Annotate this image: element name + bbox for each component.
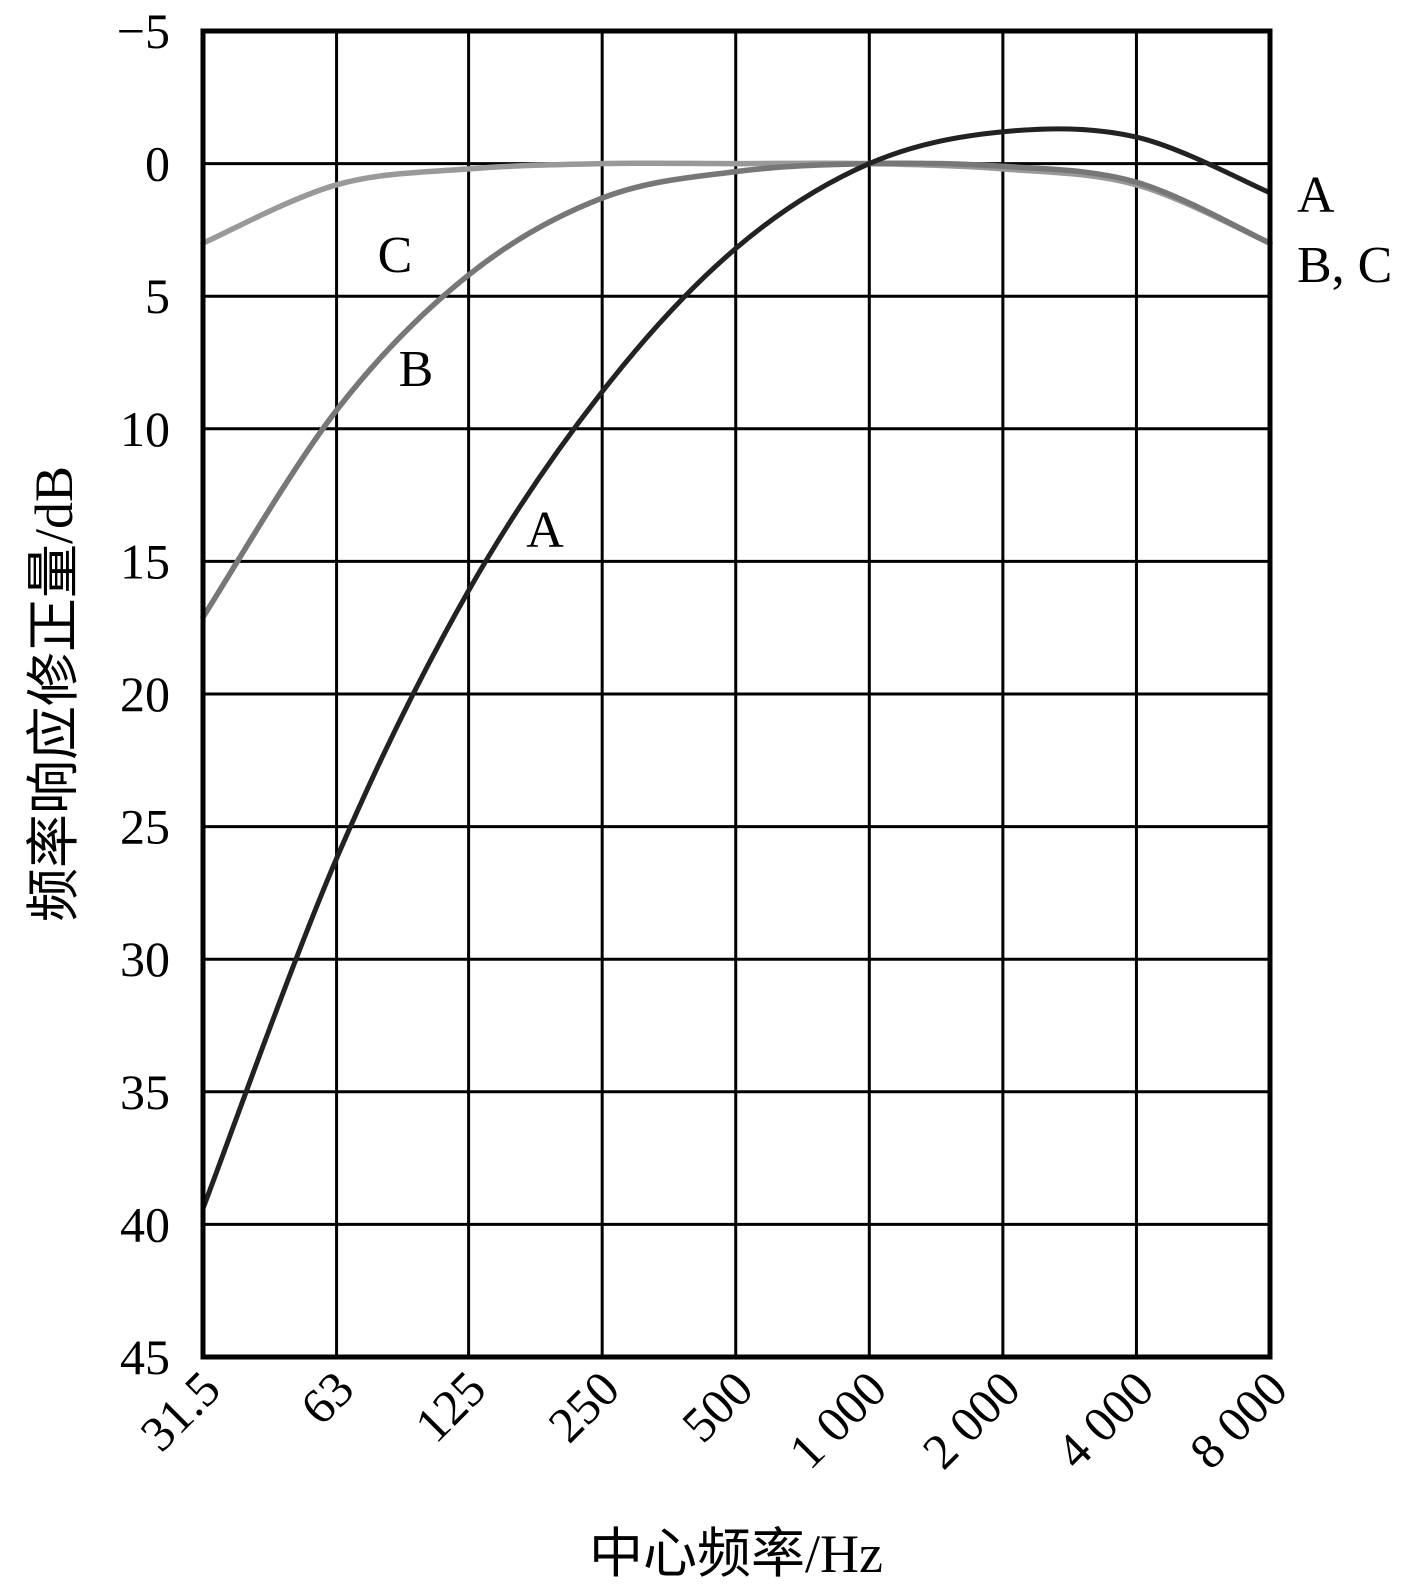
y-tick-label: 5: [145, 268, 170, 324]
y-tick-label: 20: [120, 666, 170, 722]
series-line-b: [200, 160, 1273, 620]
y-tick-labels: −5 0 5 10 15 20 25 30 35 40 45: [117, 3, 170, 1385]
curve-label-a: A: [526, 502, 564, 559]
y-tick-label: −5: [117, 3, 170, 59]
x-tick-label: 63: [289, 1360, 364, 1435]
y-tick-label: 30: [120, 931, 170, 987]
y-tick-label: 10: [120, 401, 170, 457]
y-tick-label: 15: [120, 533, 170, 589]
curve-label-c: C: [378, 227, 413, 284]
curve-label-a-right: A: [1297, 167, 1335, 224]
y-tick-label: 40: [120, 1196, 170, 1252]
plot-frame: [200, 28, 1273, 1360]
series-line-c: [200, 160, 1273, 246]
grid: [201, 29, 1272, 1359]
curve-label-b: B: [399, 341, 434, 398]
x-axis-title: 中心频率/Hz: [589, 1524, 883, 1584]
curves: [200, 126, 1273, 1211]
y-tick-label: 45: [120, 1329, 170, 1385]
y-tick-label: 25: [120, 799, 170, 855]
x-tick-label: 1 000: [778, 1360, 897, 1479]
x-tick-labels: 31.5 63 125 250 500 1 000 2 000 4 000 8 000: [129, 1360, 1297, 1479]
x-tick-label: 4 000: [1045, 1360, 1164, 1479]
x-tick-label: 8 000: [1179, 1360, 1298, 1479]
curve-label-bc-right: B, C: [1297, 237, 1392, 294]
x-tick-label: 250: [537, 1360, 630, 1453]
y-tick-label: 35: [120, 1064, 170, 1120]
y-tick-label: 0: [145, 136, 170, 192]
x-tick-label: 2 000: [911, 1360, 1030, 1479]
x-tick-label: 500: [671, 1360, 764, 1453]
x-tick-label: 125: [404, 1360, 497, 1453]
series-line-a: [200, 126, 1273, 1211]
y-axis-title: 频率响应修正量/dB: [24, 466, 84, 922]
